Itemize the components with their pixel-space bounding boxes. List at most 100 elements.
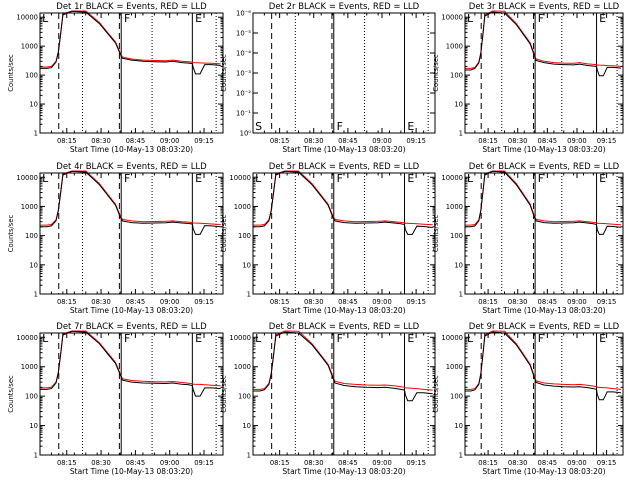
chart-panel-8: Det 8r BLACK = Events, RED = LLD L F E 1 10 10… bbox=[220, 322, 436, 476]
y-tick-label: 1000 bbox=[446, 43, 463, 51]
segment-marker-label: L bbox=[255, 172, 262, 185]
segment-marker-label: F bbox=[337, 120, 343, 133]
y-axis-label: Counts/sec bbox=[7, 54, 15, 92]
y-tick-label: 1000 bbox=[21, 43, 38, 51]
y-tick-label: 100 bbox=[25, 232, 38, 240]
y-axis-label: Counts/sec bbox=[7, 215, 15, 253]
x-tick-label: 09:00 bbox=[160, 137, 180, 145]
y-tick-label: 10⁻³ bbox=[236, 70, 251, 78]
x-axis-label: Start Time (10-May-13 08:03:20) bbox=[70, 145, 193, 154]
segment-marker-label: E bbox=[599, 332, 606, 345]
segment-marker-label: L bbox=[467, 12, 474, 25]
segment-marker-label: E bbox=[407, 172, 414, 185]
x-tick-label: 08:45 bbox=[338, 298, 358, 306]
plot-frame bbox=[252, 12, 436, 134]
y-axis-label: Counts/sec bbox=[7, 375, 15, 413]
y-tick-label: 100 bbox=[450, 393, 463, 401]
x-axis-label: Start Time (10-May-13 08:03:20) bbox=[282, 306, 405, 315]
y-tick-label: 10 bbox=[454, 101, 463, 109]
segment-marker-label: L bbox=[42, 172, 49, 185]
y-tick-label: 10 bbox=[29, 422, 38, 430]
segment-marker-label: L bbox=[467, 172, 474, 185]
y-tick-label: 10000 bbox=[16, 14, 38, 22]
y-axis-label: Counts/sec bbox=[220, 215, 228, 253]
y-tick-label: 1 bbox=[247, 291, 251, 299]
segment-marker-label: F bbox=[124, 172, 130, 185]
x-tick-label: 08:15 bbox=[57, 137, 77, 145]
x-tick-label: 09:00 bbox=[160, 298, 180, 306]
segment-marker-label: F bbox=[337, 332, 343, 345]
chart-title: Det 3r BLACK = Events, RED = LLD bbox=[469, 2, 620, 12]
chart-panel-5: Det 5r BLACK = Events, RED = LLD L F E 1 10 10… bbox=[220, 162, 436, 315]
y-tick-label: 1 bbox=[34, 452, 38, 460]
y-tick-label: 1000 bbox=[234, 363, 251, 371]
x-tick-label: 08:30 bbox=[91, 137, 111, 145]
y-tick-label: 1 bbox=[34, 130, 38, 138]
event-rate-line bbox=[253, 170, 433, 235]
segment-marker-label: E bbox=[599, 172, 606, 185]
y-tick-label: 10⁻⁵ bbox=[236, 30, 251, 38]
y-tick-label: 1 bbox=[247, 452, 251, 460]
y-tick-label: 100 bbox=[25, 393, 38, 401]
x-tick-label: 09:00 bbox=[567, 459, 587, 467]
segment-marker-label: E bbox=[195, 12, 202, 25]
x-tick-label: 08:15 bbox=[478, 298, 498, 306]
y-tick-label: 10000 bbox=[441, 334, 463, 342]
event-rate-line bbox=[465, 170, 622, 235]
chart-title: Det 4r BLACK = Events, RED = LLD bbox=[56, 162, 207, 172]
y-tick-label: 10000 bbox=[441, 14, 463, 22]
x-tick-label: 08:15 bbox=[270, 298, 290, 306]
y-tick-label: 10 bbox=[242, 261, 251, 269]
y-tick-label: 10000 bbox=[229, 334, 251, 342]
y-tick-label: 1000 bbox=[234, 203, 251, 211]
y-tick-label: 1000 bbox=[446, 363, 463, 371]
x-tick-label: 09:15 bbox=[194, 459, 214, 467]
x-tick-label: 08:45 bbox=[126, 459, 146, 467]
x-tick-label: 09:15 bbox=[194, 298, 214, 306]
x-tick-label: 08:45 bbox=[126, 137, 146, 145]
x-axis-label: Start Time (10-May-13 08:03:20) bbox=[282, 467, 405, 476]
chart-title: Det 8r BLACK = Events, RED = LLD bbox=[269, 322, 420, 332]
segment-marker-label: F bbox=[124, 12, 130, 25]
y-tick-label: 10 bbox=[29, 261, 38, 269]
x-axis-label: Start Time (10-May-13 08:03:20) bbox=[482, 306, 605, 315]
x-tick-label: 08:30 bbox=[304, 137, 324, 145]
y-tick-label: 1 bbox=[459, 452, 463, 460]
chart-title: Det 9r BLACK = Events, RED = LLD bbox=[469, 322, 620, 332]
y-tick-label: 10⁻¹ bbox=[236, 110, 251, 118]
x-tick-label: 08:45 bbox=[126, 298, 146, 306]
x-tick-label: 08:15 bbox=[478, 137, 498, 145]
segment-marker-label: L bbox=[42, 332, 49, 345]
segment-marker-label: E bbox=[195, 172, 202, 185]
segment-marker-label: F bbox=[337, 172, 343, 185]
event-rate-line bbox=[40, 330, 221, 397]
segment-marker-label: E bbox=[407, 120, 414, 133]
chart-title: Det 5r BLACK = Events, RED = LLD bbox=[269, 162, 420, 172]
x-tick-label: 08:15 bbox=[270, 459, 290, 467]
x-tick-label: 08:30 bbox=[91, 459, 111, 467]
y-tick-label: 10⁻² bbox=[236, 90, 251, 98]
x-tick-label: 08:30 bbox=[508, 459, 528, 467]
y-tick-label: 10 bbox=[454, 422, 463, 430]
segment-marker-label: F bbox=[124, 332, 130, 345]
y-tick-label: 100 bbox=[238, 232, 251, 240]
x-axis-label: Start Time (10-May-13 08:03:20) bbox=[282, 145, 405, 154]
x-axis-label: Start Time (10-May-13 08:03:20) bbox=[70, 467, 193, 476]
y-axis-label: Counts/sec bbox=[432, 375, 440, 413]
y-tick-label: 10000 bbox=[16, 174, 38, 182]
x-tick-label: 09:00 bbox=[567, 298, 587, 306]
chart-panel-7: Det 7r BLACK = Events, RED = LLD L F E 1 10 10… bbox=[7, 322, 224, 476]
x-tick-label: 08:45 bbox=[538, 137, 558, 145]
x-tick-label: 08:30 bbox=[304, 298, 324, 306]
x-tick-label: 09:00 bbox=[567, 137, 587, 145]
segment-marker-label: L bbox=[255, 332, 262, 345]
plot-frame bbox=[464, 332, 624, 456]
x-tick-label: 08:15 bbox=[57, 298, 77, 306]
x-tick-label: 08:30 bbox=[508, 137, 528, 145]
y-tick-label: 100 bbox=[25, 72, 38, 80]
x-axis-label: Start Time (10-May-13 08:03:20) bbox=[482, 467, 605, 476]
x-tick-label: 08:45 bbox=[538, 298, 558, 306]
